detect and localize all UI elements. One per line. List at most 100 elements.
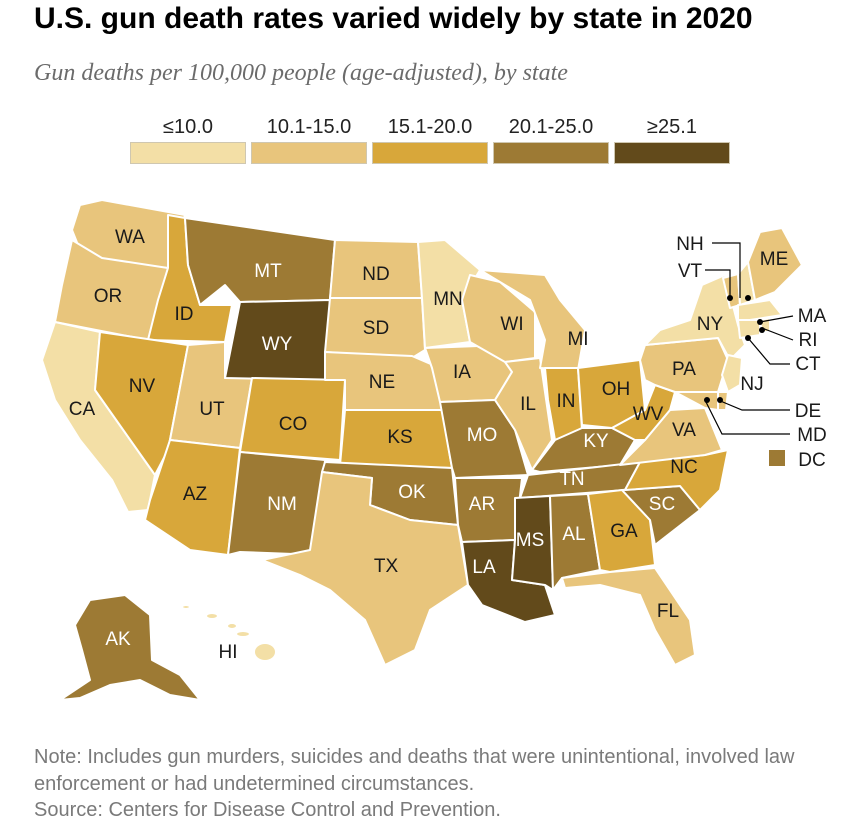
legend-item: ≥25.1 <box>614 116 730 166</box>
state-label: IA <box>453 362 471 383</box>
state-label: WI <box>500 314 523 335</box>
leader-line <box>747 337 790 365</box>
state-label: NV <box>129 376 156 397</box>
state-AK <box>59 594 201 701</box>
leader-dot <box>727 295 733 301</box>
legend-item: 10.1-15.0 <box>251 116 367 166</box>
leader-line <box>705 269 731 298</box>
legend-item: ≤10.0 <box>130 116 246 166</box>
state-label: ID <box>175 304 194 325</box>
us-state-map: WA OR CA ID NV UT AZ MT WY CO NM ND SD N… <box>41 199 827 701</box>
state-CT <box>737 319 761 339</box>
state-label: OH <box>602 379 631 400</box>
state-label: NC <box>670 457 697 478</box>
state-label: WV <box>633 404 664 425</box>
state-label: NH <box>676 234 703 255</box>
state-ME <box>747 227 803 301</box>
state-label: DC <box>798 450 825 471</box>
state-label: VA <box>672 420 696 441</box>
state-label: LA <box>472 557 496 578</box>
state-label: UT <box>199 399 225 420</box>
state-label: MO <box>467 425 498 446</box>
state-TX <box>261 471 469 666</box>
state-label: VT <box>678 261 703 282</box>
state-HI <box>181 604 277 662</box>
state-label: IL <box>520 394 536 415</box>
state-FL <box>561 567 696 666</box>
state-label: WA <box>115 227 145 248</box>
state-label: PA <box>672 359 696 380</box>
state-label: OR <box>94 286 123 307</box>
state-label: MN <box>433 289 463 310</box>
state-label: SC <box>649 494 675 515</box>
subtitle: Gun deaths per 100,000 people (age-adjus… <box>34 60 568 86</box>
state-label: MT <box>254 261 282 282</box>
state-label: KY <box>583 431 609 452</box>
leader-line <box>704 399 790 435</box>
state-label: WY <box>262 334 293 355</box>
state-AL <box>549 493 601 591</box>
legend: ≤10.0 10.1-15.0 15.1-20.0 20.1-25.0 ≥25.… <box>130 116 732 166</box>
state-NM <box>227 451 326 556</box>
state-label: MI <box>567 329 588 350</box>
state-NJ <box>721 354 743 393</box>
state-labels: WA OR CA ID NV UT AZ MT WY CO NM ND SD N… <box>69 227 827 663</box>
state-label: OK <box>398 482 426 503</box>
state-IL <box>494 357 553 471</box>
legend-label: 20.1-25.0 <box>508 116 594 138</box>
footnote: Note: Includes gun murders, suicides and… <box>34 746 795 795</box>
leader-dot <box>745 335 751 341</box>
state-label: MA <box>798 306 827 327</box>
leader-dot <box>704 397 710 403</box>
state-label: RI <box>799 330 818 351</box>
legend-item: 15.1-20.0 <box>372 116 488 166</box>
state-label: NE <box>369 372 395 393</box>
legend-swatch <box>493 142 609 164</box>
state-label: GA <box>610 521 638 542</box>
state-MA <box>737 299 783 321</box>
legend-swatch <box>372 142 488 164</box>
state-label: SD <box>363 318 389 339</box>
legend-swatch <box>130 142 246 164</box>
page-title: U.S. gun death rates varied widely by st… <box>34 2 753 35</box>
leader-line <box>712 242 741 298</box>
leader-dots <box>704 295 765 403</box>
leader-line <box>717 399 790 411</box>
legend-label: 10.1-15.0 <box>266 116 352 138</box>
leader-dot <box>717 397 723 403</box>
state-label: ND <box>362 264 389 285</box>
state-SD <box>324 297 426 359</box>
state-label: IN <box>557 391 576 412</box>
legend-label: ≤10.0 <box>163 116 213 138</box>
state-MD <box>674 391 719 411</box>
state-label: HI <box>219 642 238 663</box>
state-label: ME <box>760 249 789 270</box>
state-label: CO <box>279 414 308 435</box>
state-label: FL <box>657 601 679 622</box>
state-label: TN <box>559 469 584 490</box>
state-label: TX <box>374 556 399 577</box>
leader-dot <box>759 327 765 333</box>
state-label: NY <box>697 314 724 335</box>
legend-swatch <box>614 142 730 164</box>
state-DC <box>767 448 787 468</box>
leader-lines <box>704 242 794 435</box>
state-label: AK <box>105 629 131 650</box>
state-label: NM <box>267 494 297 515</box>
leader-dot <box>745 295 751 301</box>
leader-dot <box>757 319 763 325</box>
legend-label: ≥25.1 <box>647 116 697 138</box>
leader-line <box>761 327 794 341</box>
leader-line <box>759 315 794 323</box>
state-label: NJ <box>740 374 763 395</box>
state-label: DE <box>795 401 821 422</box>
source-line: Source: Centers for Disease Control and … <box>34 799 501 821</box>
state-label: MD <box>797 425 827 446</box>
state-label: MS <box>516 530 545 551</box>
legend-label: 15.1-20.0 <box>387 116 473 138</box>
state-label: CT <box>795 354 821 375</box>
legend-swatch <box>251 142 367 164</box>
state-label: CA <box>69 399 96 420</box>
state-label: AL <box>562 524 585 545</box>
state-label: KS <box>387 427 412 448</box>
